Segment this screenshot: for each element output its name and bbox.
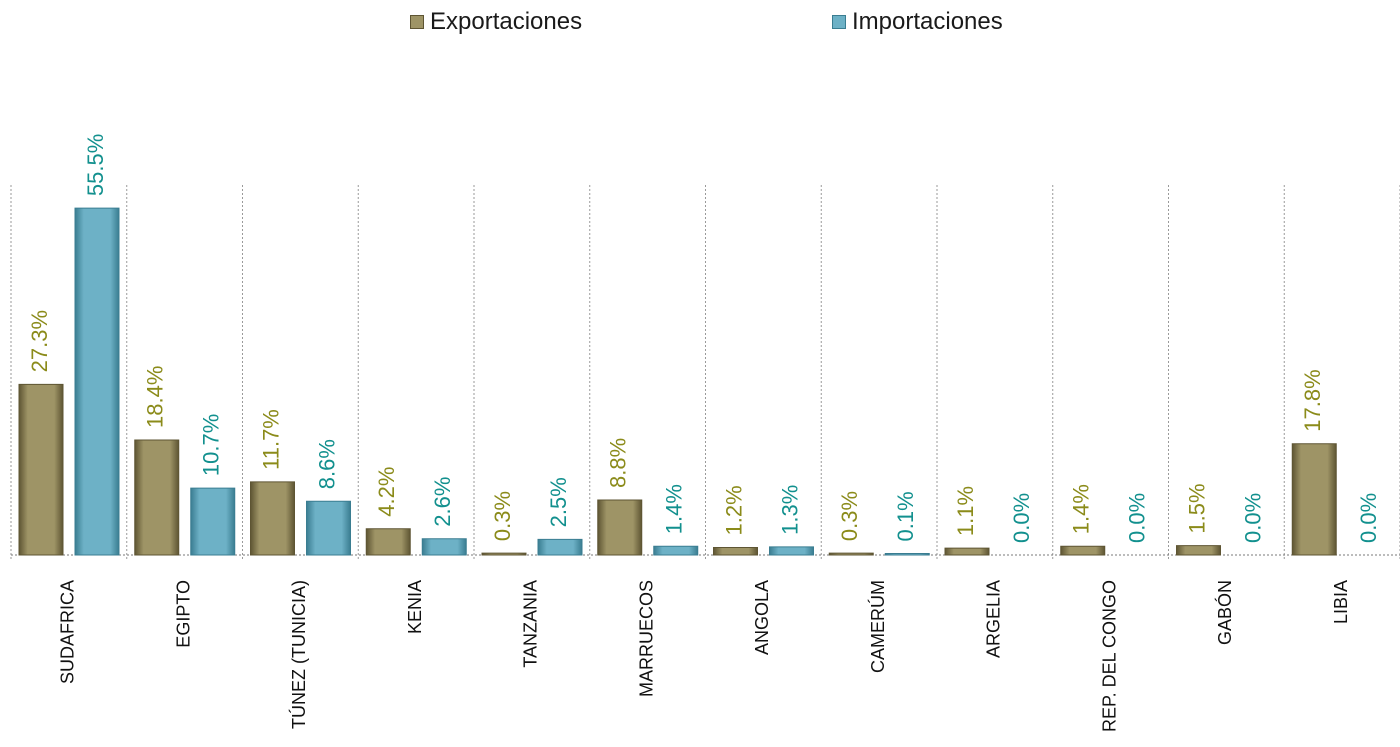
data-label-imports: 1.4% (662, 484, 687, 534)
data-label-exports: 17.8% (1300, 369, 1325, 431)
data-label-exports: 1.2% (721, 485, 746, 535)
legend-label-exports: Exportaciones (430, 8, 583, 35)
data-label-imports: 2.5% (546, 477, 571, 527)
bar-exports (828, 552, 874, 556)
bar-imports (653, 545, 699, 556)
bar-imports (769, 546, 814, 556)
data-label-imports: 10.7% (199, 414, 224, 476)
data-label-imports: 2.6% (430, 477, 455, 527)
bar-imports (537, 538, 583, 556)
data-label-exports: 1.4% (1069, 484, 1094, 534)
data-label-exports: 0.3% (837, 491, 862, 541)
bar-exports (365, 528, 411, 556)
data-label-exports: 27.3% (27, 310, 52, 372)
category-label: KENIA (405, 580, 425, 634)
bar-exports (481, 552, 527, 556)
bar-exports (18, 383, 64, 556)
data-label-imports: 8.6% (314, 439, 339, 489)
data-label-imports: 0.0% (1356, 493, 1381, 543)
bar-imports (306, 500, 351, 556)
category-label: LIBIA (1331, 580, 1351, 624)
bar-exports (597, 499, 643, 556)
legend: Exportaciones Importaciones (0, 8, 1400, 38)
data-label-exports: 4.2% (374, 467, 399, 517)
category-label: TÚNEZ (TUNICIA) (288, 580, 309, 729)
bar-exports (944, 547, 990, 556)
legend-swatch-exports (410, 15, 424, 29)
bar-imports (421, 538, 467, 556)
data-label-imports: 0.0% (1125, 493, 1150, 543)
category-label: SUDAFRICA (58, 580, 78, 684)
data-label-exports: 18.4% (143, 366, 168, 428)
bar-exports (134, 439, 180, 556)
category-label: REP. DEL CONGO (1099, 580, 1119, 732)
data-label-exports: 0.3% (490, 491, 515, 541)
bar-exports (1291, 443, 1337, 556)
bar-imports (74, 207, 120, 556)
category-label: EGIPTO (173, 580, 193, 648)
category-label: MARRUECOS (636, 580, 656, 697)
legend-item-imports: Importaciones (832, 8, 1003, 36)
category-label: GABÓN (1214, 580, 1235, 645)
data-label-exports: 1.1% (953, 486, 978, 536)
data-label-imports: 0.0% (1240, 493, 1265, 543)
bar-exports (1176, 545, 1221, 556)
bar-imports (884, 553, 930, 556)
bar-exports (1060, 545, 1106, 556)
bar-exports (713, 547, 758, 556)
category-label: ARGELIA (984, 580, 1004, 658)
legend-label-imports: Importaciones (852, 8, 1003, 35)
data-label-imports: 55.5% (83, 134, 108, 196)
data-label-exports: 11.7% (258, 409, 283, 470)
data-label-imports: 1.3% (777, 485, 802, 535)
data-label-exports: 8.8% (606, 438, 631, 488)
bar-exports (250, 481, 295, 556)
category-label: ANGOLA (752, 580, 772, 655)
legend-swatch-imports (832, 15, 846, 29)
data-label-imports: 0.0% (1009, 493, 1034, 543)
data-label-imports: 0.1% (893, 491, 918, 541)
data-label-exports: 1.5% (1184, 483, 1209, 533)
category-label: TANZANIA (521, 580, 541, 668)
category-label: CAMERÚM (867, 580, 888, 673)
legend-item-exports: Exportaciones (410, 8, 582, 36)
bar-imports (190, 487, 236, 556)
